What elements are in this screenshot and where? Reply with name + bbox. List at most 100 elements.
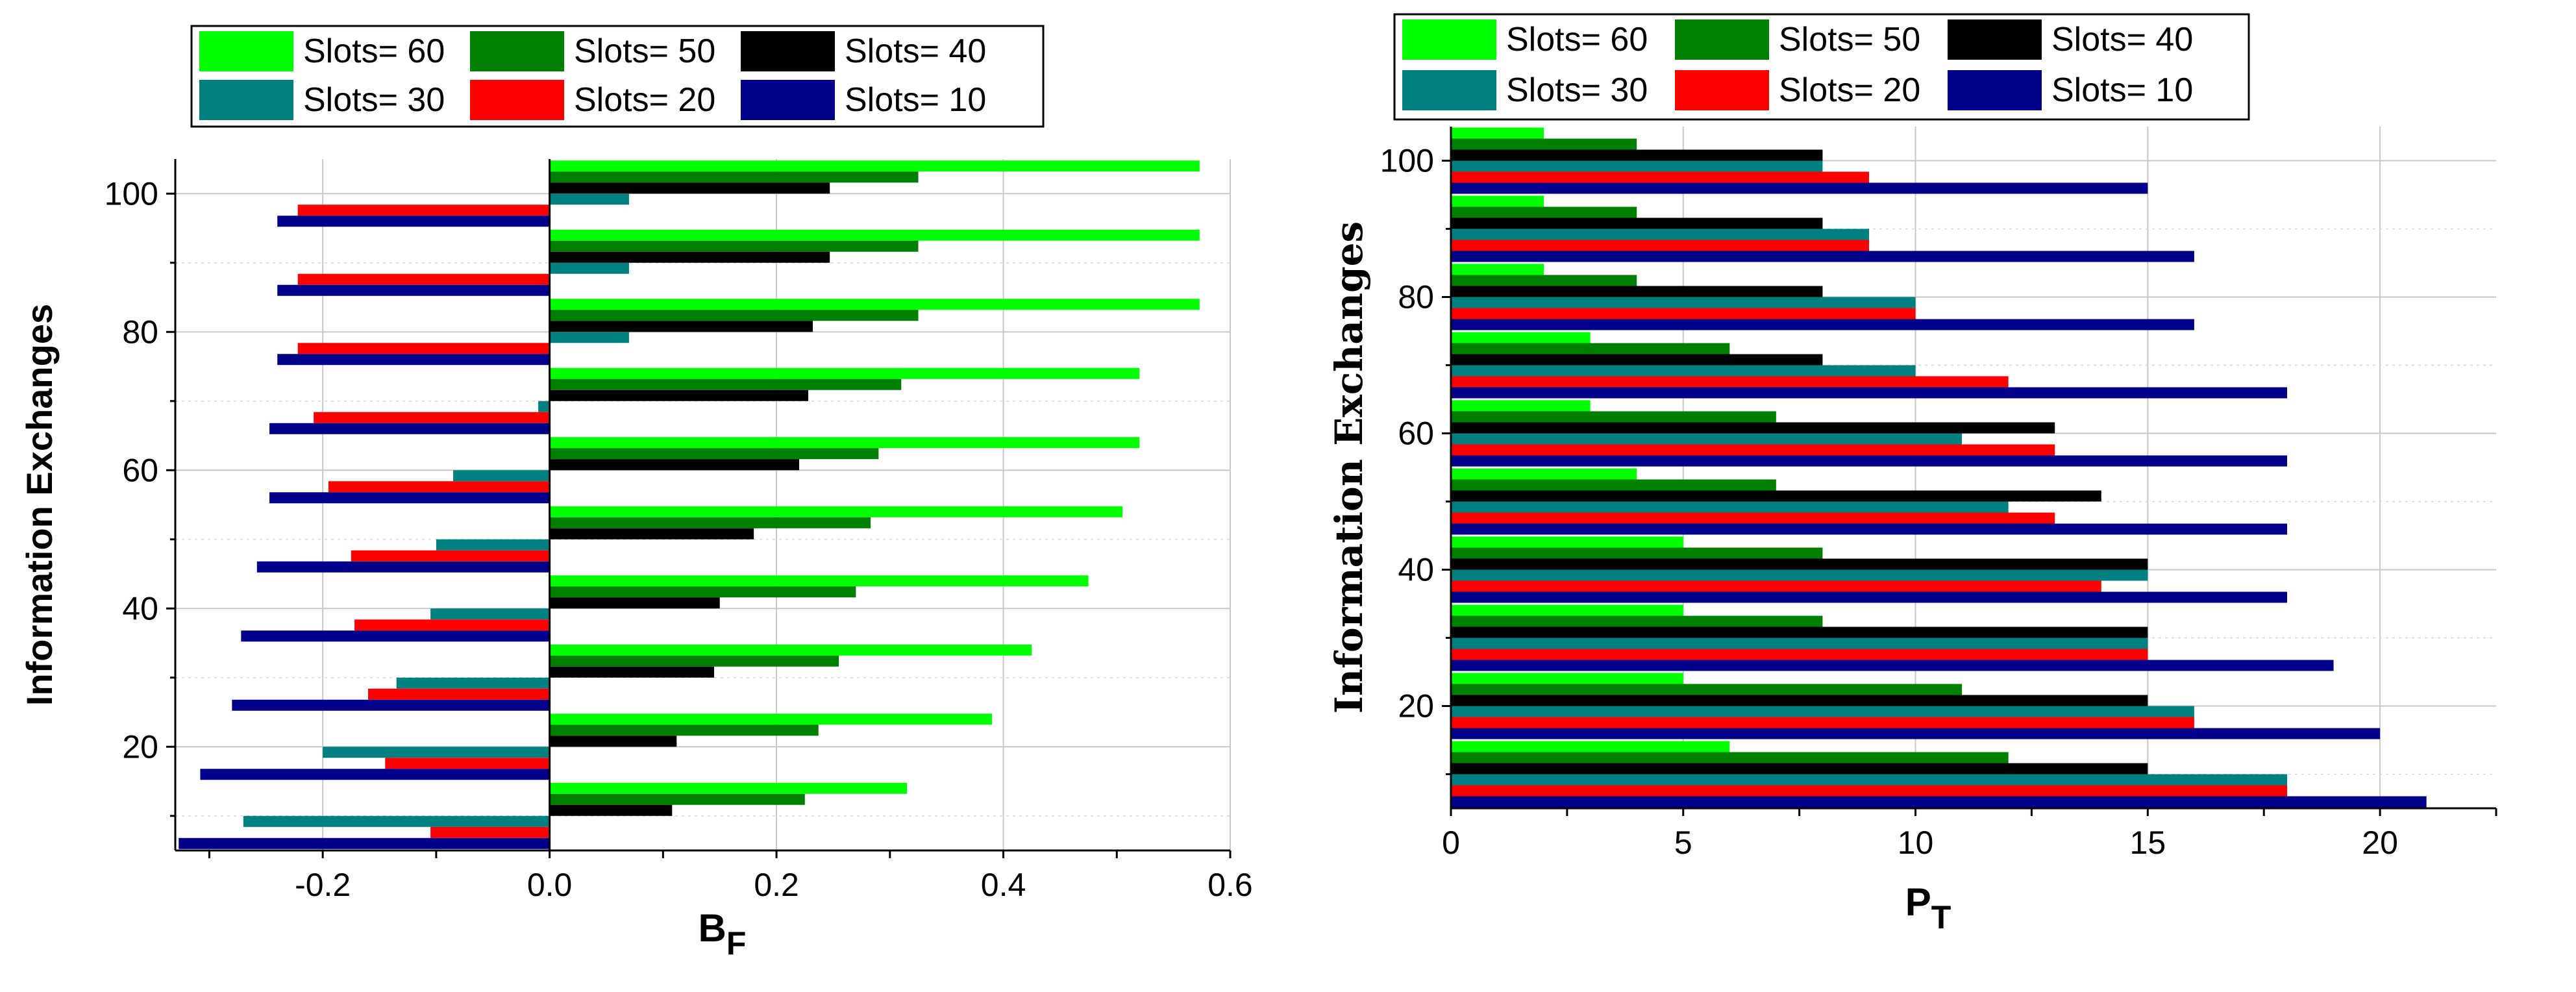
- bar: [550, 368, 1140, 379]
- bar: [1451, 332, 1591, 343]
- x-tick-label: 10: [1898, 825, 1934, 861]
- bar: [1451, 638, 2148, 649]
- legend-swatch: [741, 80, 835, 120]
- legend-swatch: [199, 31, 293, 71]
- bar: [1451, 684, 1962, 695]
- bar: [1451, 581, 2101, 592]
- x-axis-label-main: P: [1905, 880, 1931, 924]
- bar: [298, 205, 550, 216]
- bar: [550, 528, 754, 539]
- bar: [550, 783, 907, 794]
- bar: [314, 412, 549, 423]
- bar: [1451, 150, 1822, 161]
- figure: -0.2 0.0 0.2 0.4 0.620406080100Information E…: [0, 0, 2576, 992]
- bar: [550, 448, 879, 459]
- bar: [1451, 275, 1637, 286]
- bar: [1451, 388, 2287, 399]
- bar: [1451, 412, 1776, 423]
- bar: [1451, 297, 1916, 308]
- bar: [550, 241, 919, 252]
- bar: [257, 562, 550, 573]
- bar: [550, 299, 1200, 310]
- bar: [550, 506, 1122, 517]
- bar: [179, 838, 549, 849]
- bar: [550, 586, 856, 597]
- bar: [1451, 343, 1729, 354]
- legend-label: Slots= 60: [1506, 21, 1648, 58]
- y-tick-label: 60: [1398, 415, 1434, 452]
- legend-label: Slots= 30: [1506, 71, 1648, 109]
- bar: [550, 667, 714, 678]
- bar: [1451, 616, 1822, 627]
- bar: [550, 736, 677, 747]
- x-axis-label-subscript: T: [1931, 899, 1951, 936]
- bar: [1451, 218, 1822, 229]
- bar: [1451, 161, 1822, 172]
- bar: [550, 459, 799, 470]
- bar: [298, 274, 550, 285]
- y-tick-label: 20: [1398, 688, 1434, 725]
- bar: [1451, 513, 2055, 524]
- legend-swatch: [1402, 70, 1496, 110]
- bar: [243, 816, 550, 827]
- x-tick-label: 15: [2130, 825, 2166, 861]
- chart-left: -0.2 0.0 0.2 0.4 0.6 20 40 60 80 100 Information E…: [19, 26, 1253, 961]
- legend-label: Slots= 50: [1779, 21, 1920, 58]
- bar: [550, 517, 871, 528]
- y-tick-label: 40: [1398, 552, 1434, 588]
- bar: [269, 492, 550, 503]
- bar: [1451, 207, 1637, 218]
- bar: [1451, 592, 2287, 603]
- bar: [550, 160, 1200, 171]
- bar: [298, 343, 550, 354]
- bar: [232, 700, 549, 711]
- bar: [397, 678, 550, 689]
- bar: [1451, 434, 1962, 445]
- bar: [550, 575, 1089, 586]
- bar: [1451, 139, 1637, 150]
- bar: [550, 713, 992, 725]
- bar: [1451, 354, 1822, 366]
- bar: [277, 354, 549, 365]
- bars-left: [179, 160, 1200, 849]
- bar: [1451, 308, 1916, 319]
- legend-swatch: [199, 80, 293, 120]
- x-tick-label: 0.6: [1208, 867, 1253, 903]
- legend-label: Slots= 30: [303, 81, 445, 119]
- legend-label: Slots= 60: [303, 32, 445, 70]
- bar: [430, 827, 549, 838]
- bars-right: [1451, 128, 2427, 808]
- chart-right: 0 5 10 15 20 20 40 60 80 100 Information Exchanges…: [1327, 14, 2496, 936]
- bar: [550, 193, 629, 205]
- bar: [1451, 752, 2009, 763]
- legend-label: Slots= 40: [845, 32, 986, 70]
- bar: [436, 539, 550, 551]
- bar: [1451, 706, 2194, 717]
- legend-swatch: [1948, 70, 2042, 110]
- legend-swatch: [1948, 19, 2042, 60]
- bar: [1451, 240, 1869, 251]
- bar: [1451, 627, 2148, 638]
- bar: [1451, 695, 2148, 706]
- bar: [550, 656, 839, 667]
- bar: [1451, 456, 2287, 467]
- bar: [550, 252, 830, 263]
- x-tick-label: 0.4: [981, 867, 1026, 903]
- y-tick-label: 100: [1380, 143, 1434, 179]
- bar: [1451, 524, 2287, 535]
- x-axis-label-main: B: [699, 906, 726, 950]
- bar: [1451, 401, 1591, 412]
- legend-label: Slots= 40: [2051, 21, 2193, 58]
- bar: [1451, 728, 2380, 739]
- bar: [1451, 366, 1916, 377]
- bar: [328, 481, 550, 492]
- bar: [1451, 649, 2148, 660]
- bar: [1451, 502, 2009, 513]
- legend-swatch: [1675, 19, 1769, 60]
- bar: [550, 321, 813, 332]
- y-tick-label: 80: [122, 314, 158, 350]
- bar: [430, 608, 549, 619]
- x-axis-label: BF: [699, 906, 747, 961]
- bar: [538, 401, 549, 412]
- bar: [1451, 741, 1729, 752]
